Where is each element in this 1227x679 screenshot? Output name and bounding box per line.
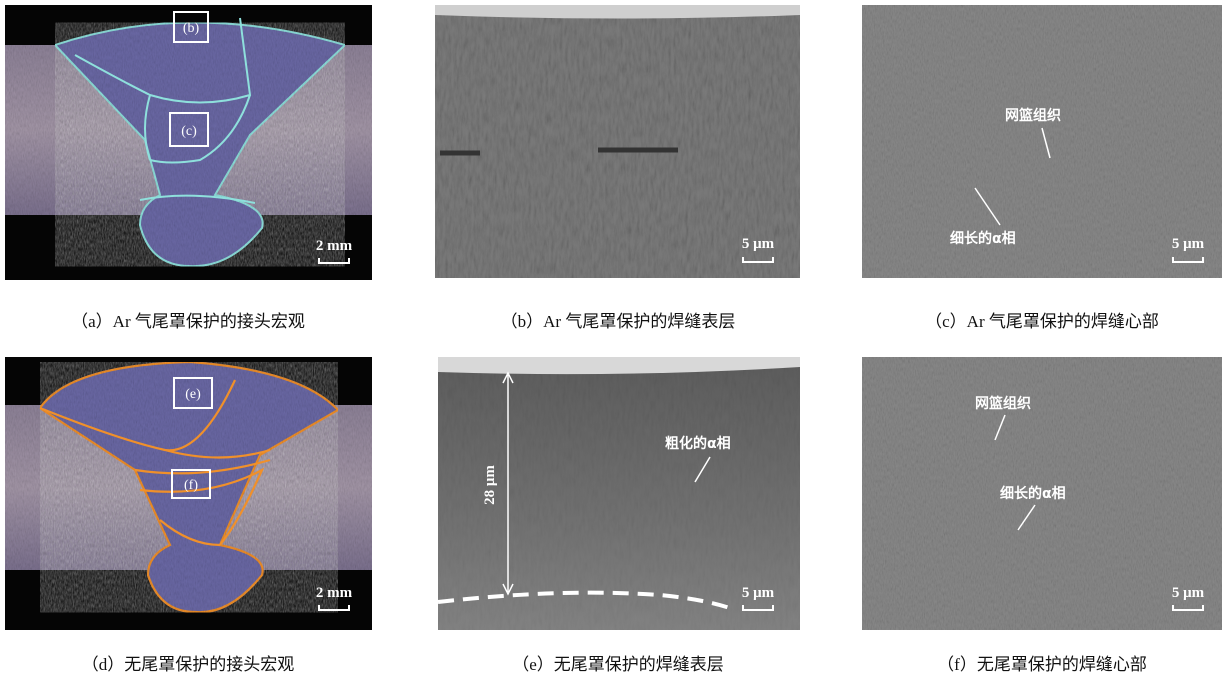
scale-bar-label: 5 μm xyxy=(1172,236,1205,252)
annotation: 细长的α相 xyxy=(1000,485,1066,502)
figure: (b) (c) 2 mm （a）Ar 气尾罩保护的接头宏观 5 μm （b）Ar… xyxy=(0,0,1227,679)
caption: （b）Ar 气尾罩保护的焊缝表层 xyxy=(501,312,736,331)
panel-b: 5 μm xyxy=(435,5,800,278)
panel-f: 网篮组织 细长的α相 5 μm xyxy=(862,357,1222,630)
marker-label: (b) xyxy=(183,21,200,36)
scale-bar-label: 5 μm xyxy=(742,236,775,252)
surface-edge xyxy=(435,5,800,19)
scale-bar-label: 2 mm xyxy=(316,585,353,601)
annotation: 网篮组织 xyxy=(975,395,1031,412)
panel-e: 28 μm 粗化的α相 5 μm xyxy=(438,357,800,630)
marker-label: (e) xyxy=(185,387,201,402)
annotation: 28 μm xyxy=(482,465,498,505)
annotation: 细长的α相 xyxy=(950,230,1016,247)
scale-bar-label: 5 μm xyxy=(1172,585,1205,601)
annotation: 网篮组织 xyxy=(1005,107,1061,124)
scale-bar-label: 2 mm xyxy=(316,238,353,254)
marker-label: (f) xyxy=(184,478,198,493)
panel-a: (b) (c) 2 mm xyxy=(5,5,372,280)
scale-bar-label: 5 μm xyxy=(742,585,775,601)
marker-label: (c) xyxy=(181,124,197,139)
annotation: 粗化的α相 xyxy=(665,435,731,452)
panel-d: (e) (f) 2 mm xyxy=(5,357,372,630)
caption: （a）Ar 气尾罩保护的接头宏观 xyxy=(71,312,305,331)
caption: （c）Ar 气尾罩保护的焊缝心部 xyxy=(925,312,1159,331)
panel-c: 网篮组织 细长的α相 5 μm xyxy=(862,5,1222,278)
caption: （e）无尾罩保护的焊缝表层 xyxy=(512,655,724,674)
caption: （d）无尾罩保护的接头宏观 xyxy=(82,655,295,674)
micrograph xyxy=(862,5,1222,278)
caption: （f）无尾罩保护的焊缝心部 xyxy=(937,655,1147,674)
page: (b) (c) 2 mm （a）Ar 气尾罩保护的接头宏观 5 μm （b）Ar… xyxy=(0,0,1227,679)
